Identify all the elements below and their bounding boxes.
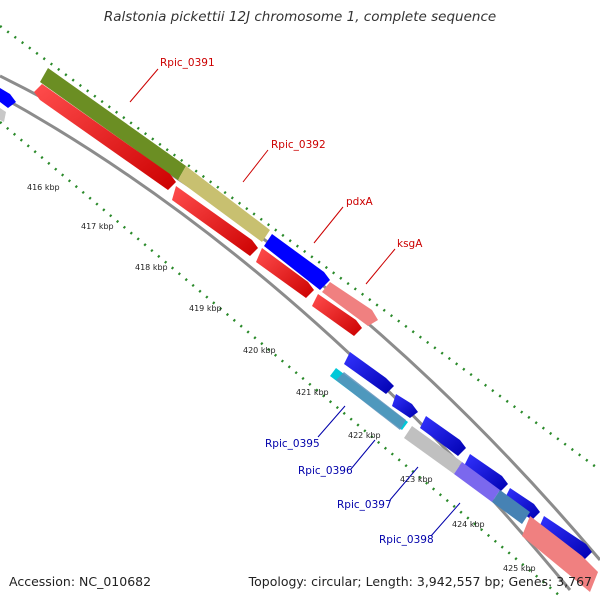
summary-text: Topology: circular; Length: 3,942,557 bp… — [248, 574, 592, 589]
gene-ksgA-bar — [322, 282, 378, 326]
leader-rpic-0396 — [350, 439, 376, 470]
tick-label-418: 418 kbp — [135, 263, 168, 272]
leader-rpic-0392 — [242, 149, 269, 183]
tick-label-421: 421 kbp — [296, 388, 329, 397]
gene-pink-end — [522, 516, 598, 592]
gene-blue-d — [464, 454, 508, 492]
accession-text: Accession: NC_010682 — [9, 574, 152, 589]
leader-ksgA — [365, 248, 396, 285]
gene-red-3 — [256, 248, 314, 298]
gene-pdxA-bar — [264, 234, 330, 290]
gene-blue-f — [538, 516, 592, 560]
leader-rpic-0398 — [430, 502, 461, 537]
gene-label-rpic-0391[interactable]: Rpic_0391 — [160, 57, 215, 69]
tick-label-416: 416 kbp — [27, 183, 60, 192]
tick-label-423: 423 kbp — [400, 475, 433, 484]
gene-blue-c — [420, 416, 466, 456]
gene-rpic-0392-bar — [178, 166, 270, 242]
gene-red-1 — [34, 84, 176, 190]
map-title: Ralstonia pickettii 12J chromosome 1, co… — [103, 9, 497, 25]
leader-rpic-0397 — [389, 466, 419, 501]
gene-label-rpic-0397[interactable]: Rpic_0397 — [337, 499, 392, 511]
tick-label-424: 424 kbp — [452, 520, 485, 529]
gene-blue-b — [392, 394, 418, 418]
leader-rpic-0391 — [129, 68, 159, 103]
gene-label-ksgA[interactable]: ksgA — [397, 238, 423, 250]
gene-partial-grey-left — [0, 108, 6, 122]
gene-blue-e — [504, 488, 540, 520]
tick-label-425: 425 kbp — [503, 564, 536, 573]
gene-partial-blue-left — [0, 88, 16, 108]
backbone-inner — [0, 94, 572, 591]
tick-label-417: 417 kbp — [81, 222, 114, 231]
leader-pdxA — [313, 206, 344, 244]
tick-label-419: 419 kbp — [189, 304, 222, 313]
gene-rpic-0396-bar — [336, 372, 406, 430]
gene-label-pdxA[interactable]: pdxA — [346, 196, 374, 208]
gene-label-rpic-0395[interactable]: Rpic_0395 — [265, 438, 320, 450]
gene-red-4 — [312, 294, 362, 336]
leader-rpic-0395 — [317, 405, 346, 438]
gene-label-rpic-0392[interactable]: Rpic_0392 — [271, 139, 326, 151]
gene-blue-a — [344, 352, 394, 394]
gene-rpic-0398-bar — [454, 462, 500, 502]
tick-label-422: 422 kbp — [348, 431, 381, 440]
gene-rpic-0397-bar — [404, 426, 462, 474]
gene-red-2 — [172, 186, 258, 256]
gene-steelblue-end — [492, 490, 530, 524]
gene-label-rpic-0396[interactable]: Rpic_0396 — [298, 465, 353, 477]
gene-label-rpic-0398[interactable]: Rpic_0398 — [379, 534, 434, 546]
tick-label-420: 420 kbp — [243, 346, 276, 355]
outer-tick-track — [0, 24, 600, 472]
gene-rpic-0391-bar — [40, 68, 186, 180]
